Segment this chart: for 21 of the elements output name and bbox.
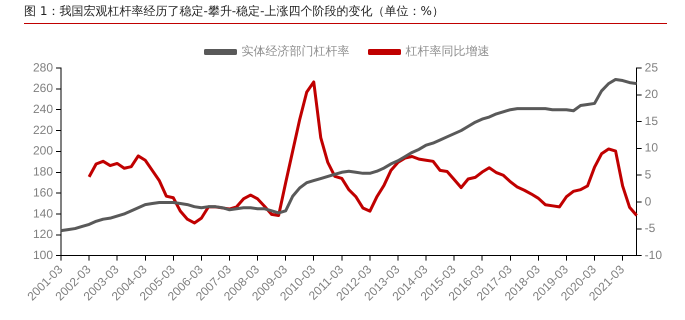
legend-label: 实体经济部门杠杆率 <box>242 44 350 58</box>
y2-tick-label: 5 <box>644 168 652 182</box>
chart-title: 图 1：我国宏观杠杆率经历了稳定-攀升-稳定-上涨四个阶段的变化（单位：%） <box>24 3 667 24</box>
y-tick-label: 240 <box>32 102 54 116</box>
legend-label: 杠杆率同比增速 <box>404 44 490 58</box>
y2-tick-label: -5 <box>644 221 656 236</box>
y-tick-label: 160 <box>32 185 54 200</box>
y2-tick-label: 15 <box>644 114 658 128</box>
y-tick-label: 120 <box>32 227 54 242</box>
y-tick-label: 280 <box>32 60 54 74</box>
y-tick-label: 260 <box>32 81 54 96</box>
y-tick-label: 100 <box>32 248 54 262</box>
y-tick-label: 140 <box>32 206 54 220</box>
y-tick-label: 200 <box>32 144 54 158</box>
y2-tick-label: 25 <box>644 60 658 74</box>
y2-tick-label: 10 <box>644 140 658 155</box>
y2-tick-label: 20 <box>644 87 658 102</box>
y2-tick-label: -10 <box>644 248 662 262</box>
y-tick-label: 180 <box>32 164 54 179</box>
y-tick-label: 220 <box>32 122 54 137</box>
y2-tick-label: 0 <box>644 194 652 208</box>
